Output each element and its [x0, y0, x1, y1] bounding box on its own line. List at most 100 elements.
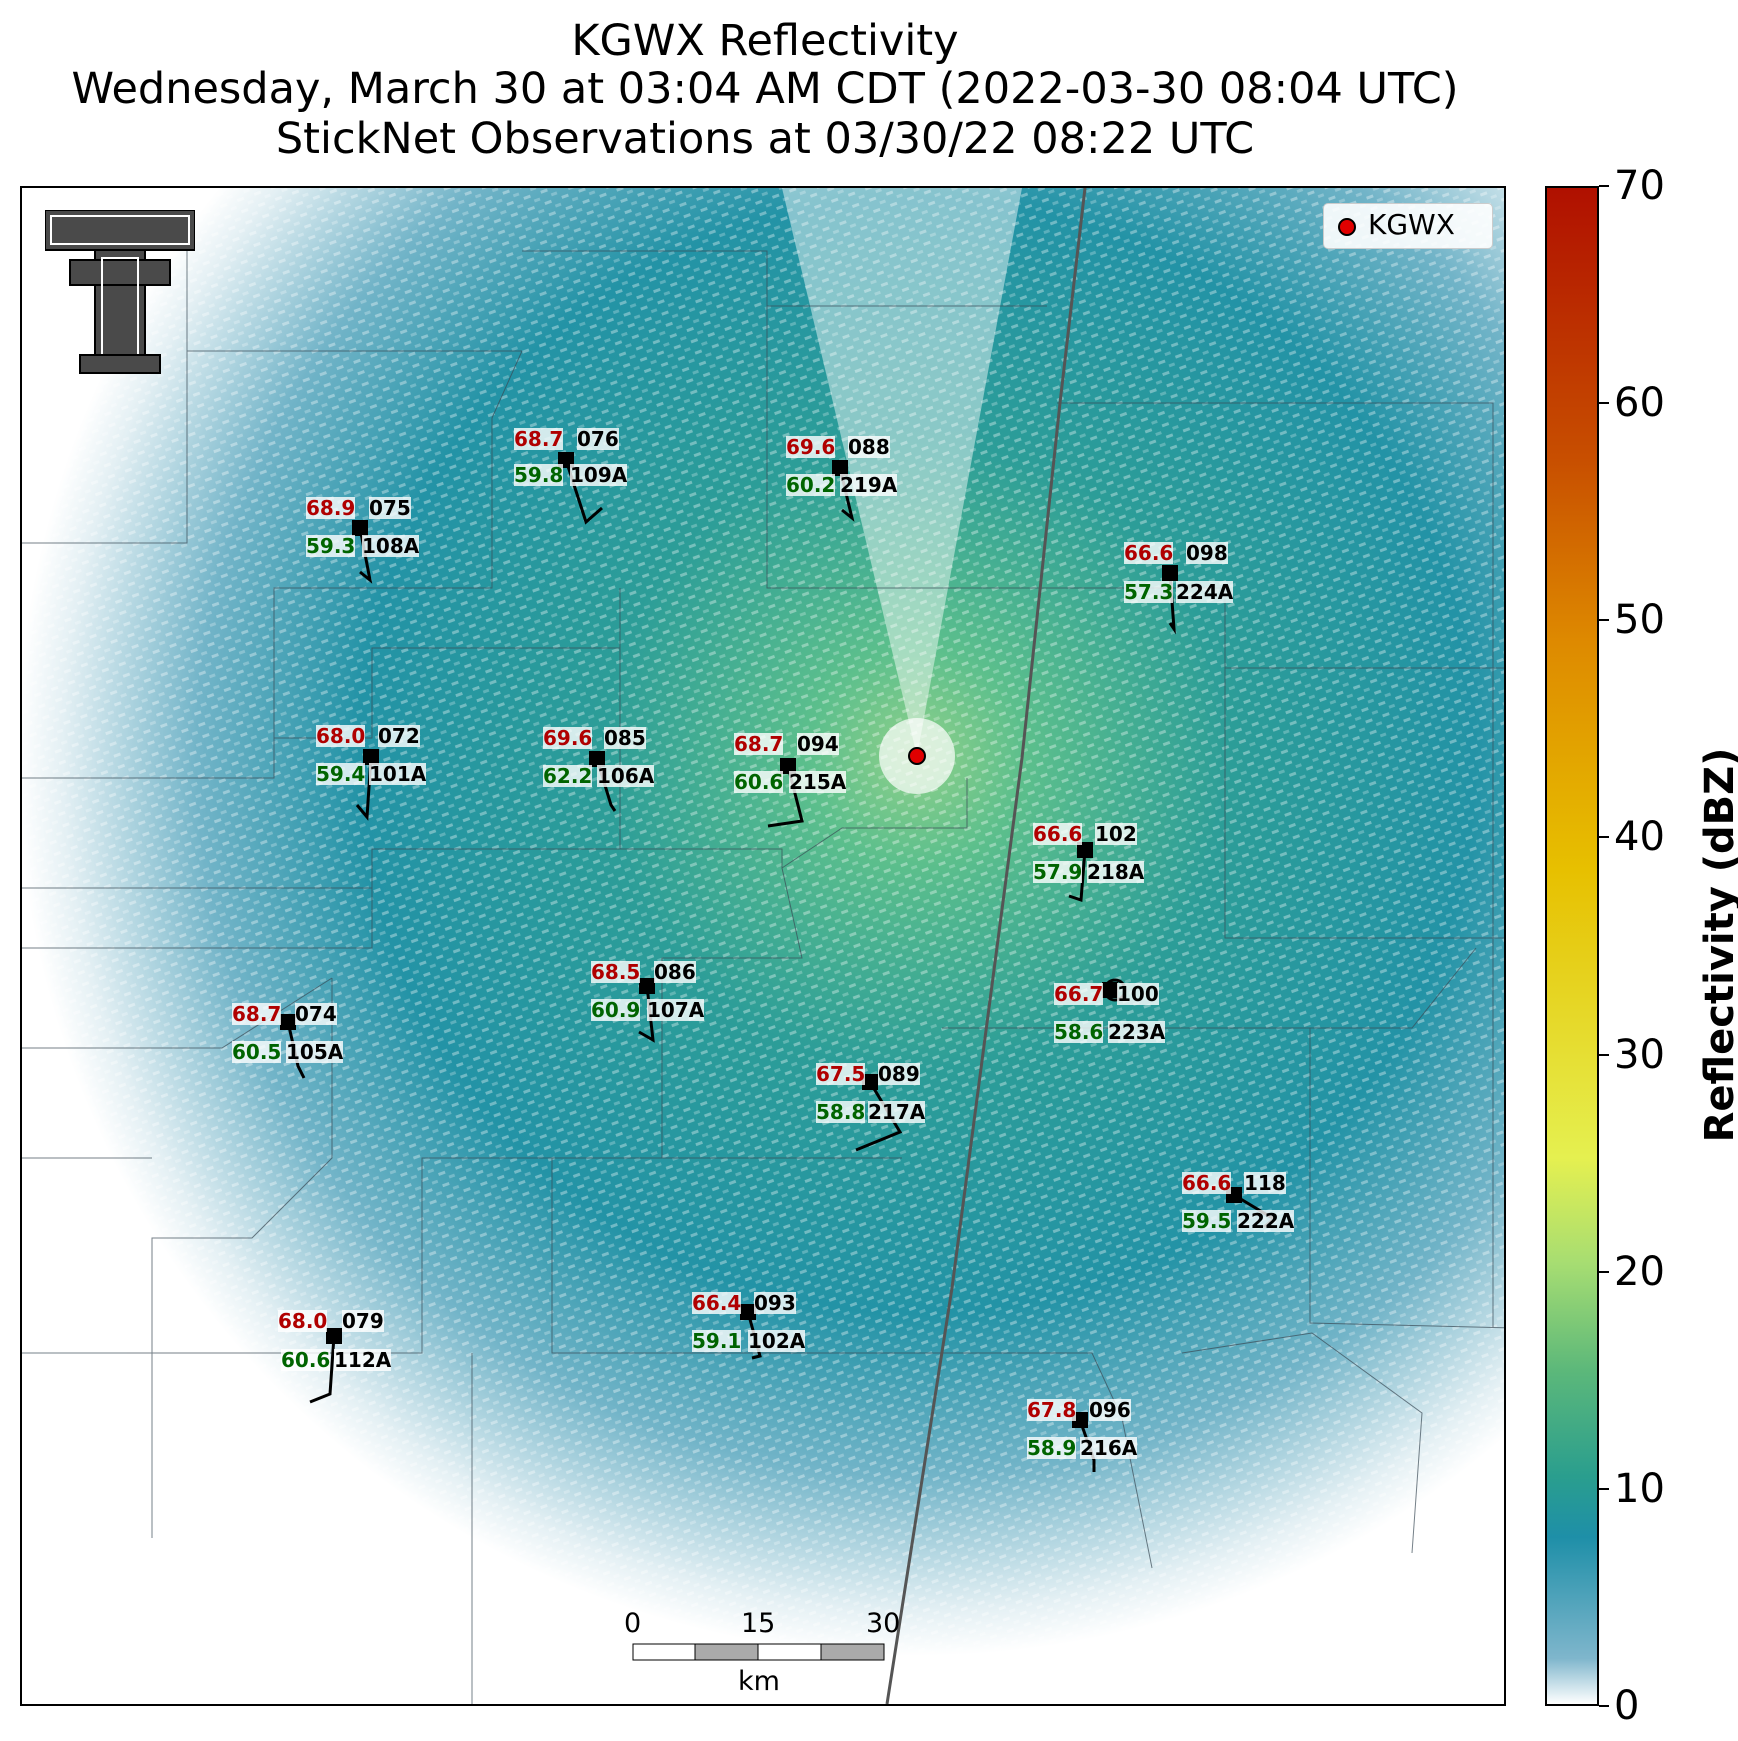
- colorbar-title: Reflectivity (dBZ): [1697, 747, 1738, 1143]
- station-marker: [326, 1328, 342, 1344]
- station-code: 216A: [1080, 1436, 1138, 1460]
- station-marker: [1162, 565, 1178, 581]
- colorbar-tick-label: 60: [1614, 380, 1665, 427]
- texas-tech-logo: [45, 210, 195, 374]
- station-id: 094: [797, 732, 839, 756]
- colorbar: [1545, 186, 1599, 1706]
- colorbar-tick-label: 40: [1614, 814, 1665, 861]
- station-code: 109A: [570, 463, 628, 487]
- station-code: 106A: [597, 764, 655, 788]
- station-code: 101A: [369, 762, 427, 786]
- station-dewpoint: 62.2: [543, 764, 593, 788]
- station-code: 215A: [789, 770, 847, 794]
- station-code: 224A: [1176, 580, 1234, 604]
- station-marker: [832, 460, 848, 476]
- map-subtitle-obs: StickNet Observations at 03/30/22 08:22 …: [275, 114, 1255, 164]
- station-dewpoint: 58.6: [1054, 1020, 1104, 1044]
- station-temp: 69.6: [543, 726, 593, 750]
- station-code: 223A: [1108, 1020, 1166, 1044]
- station-code: 222A: [1237, 1209, 1295, 1233]
- station-id: 086: [654, 960, 696, 984]
- station-id: 100: [1117, 982, 1159, 1006]
- radar-site-marker: [908, 747, 926, 765]
- station-temp: 68.9: [306, 496, 356, 520]
- station-dewpoint: 60.2: [786, 473, 836, 497]
- station-dewpoint: 59.5: [1182, 1209, 1232, 1233]
- station-temp: 69.6: [786, 435, 836, 459]
- station-temp: 68.7: [734, 732, 784, 756]
- station-id: 118: [1244, 1171, 1286, 1195]
- station-id: 072: [378, 724, 420, 748]
- station-temp: 66.7: [1054, 982, 1104, 1006]
- station-marker: [862, 1074, 878, 1090]
- station-dewpoint: 58.8: [816, 1100, 866, 1124]
- scale-bar: [632, 1643, 885, 1661]
- station-id: 096: [1089, 1398, 1131, 1422]
- station-dewpoint: 58.9: [1027, 1436, 1077, 1460]
- sparse-echo-wedge: [782, 188, 1022, 756]
- wind-barb: [746, 1311, 762, 1360]
- highway-line: [885, 188, 1087, 1704]
- reflectivity-texture: [22, 188, 1504, 1704]
- station-marker: [1077, 842, 1093, 858]
- station-code: 112A: [334, 1348, 392, 1372]
- station-temp: 68.0: [278, 1309, 328, 1333]
- station-marker: [352, 520, 368, 536]
- radar-site-legend-marker: [1338, 218, 1356, 236]
- station-code: 218A: [1087, 860, 1145, 884]
- legend-label: KGWX: [1368, 208, 1455, 241]
- colorbar-tick-label: 10: [1614, 1465, 1665, 1512]
- colorbar-tick-mark: [1599, 1487, 1609, 1490]
- station-dewpoint: 60.6: [281, 1348, 331, 1372]
- station-dewpoint: 60.6: [734, 770, 784, 794]
- station-dewpoint: 59.1: [692, 1329, 742, 1353]
- station-temp: 67.8: [1027, 1398, 1077, 1422]
- scale-unit: km: [738, 1666, 780, 1697]
- station-temp: 67.5: [816, 1062, 866, 1086]
- station-temp: 68.7: [514, 427, 564, 451]
- colorbar-tick-label: 20: [1614, 1248, 1665, 1295]
- wind-barb: [286, 1021, 306, 1079]
- station-dewpoint: 57.9: [1033, 860, 1083, 884]
- station-temp: 66.6: [1033, 822, 1083, 846]
- station-dewpoint: 57.3: [1124, 580, 1174, 604]
- station-temp: 68.7: [232, 1002, 282, 1026]
- station-marker: [740, 1304, 756, 1320]
- station-marker: [639, 978, 655, 994]
- wind-barb: [309, 1335, 336, 1404]
- station-marker: [589, 751, 605, 767]
- station-code: 217A: [868, 1100, 926, 1124]
- colorbar-tick-mark: [1599, 1053, 1609, 1056]
- map-subtitle-time: Wednesday, March 30 at 03:04 AM CDT (202…: [71, 64, 1459, 114]
- station-id: 093: [754, 1291, 796, 1315]
- station-code: 102A: [748, 1329, 806, 1353]
- station-temp: 66.4: [692, 1291, 742, 1315]
- colorbar-tick-mark: [1599, 1705, 1609, 1707]
- station-code: 108A: [362, 534, 420, 558]
- wind-barb: [855, 1081, 903, 1152]
- wind-barb: [1078, 1419, 1096, 1472]
- scale-tick-15: 15: [741, 1608, 776, 1639]
- colorbar-tick-mark: [1599, 836, 1609, 839]
- station-code: 107A: [647, 998, 705, 1022]
- station-temp: 66.6: [1124, 541, 1174, 565]
- station-id: 075: [369, 496, 411, 520]
- station-id: 088: [848, 435, 890, 459]
- colorbar-tick-label: 50: [1614, 597, 1665, 644]
- station-id: 076: [577, 427, 619, 451]
- station-id: 085: [604, 726, 646, 750]
- colorbar-tick-label: 70: [1614, 163, 1665, 209]
- wind-barb: [1068, 849, 1087, 903]
- colorbar-tick-mark: [1599, 185, 1609, 187]
- radar-map[interactable]: [20, 186, 1506, 1706]
- legend-box: KGWX: [1323, 203, 1493, 249]
- station-id: 074: [295, 1002, 337, 1026]
- station-id: 102: [1095, 822, 1137, 846]
- colorbar-tick-mark: [1599, 1270, 1609, 1273]
- reflectivity-field: [22, 188, 1504, 1704]
- station-marker: [780, 758, 796, 774]
- colorbar-tick-mark: [1599, 619, 1609, 622]
- station-marker: [280, 1014, 296, 1030]
- station-dewpoint: 59.8: [514, 463, 564, 487]
- scale-tick-0: 0: [624, 1608, 642, 1639]
